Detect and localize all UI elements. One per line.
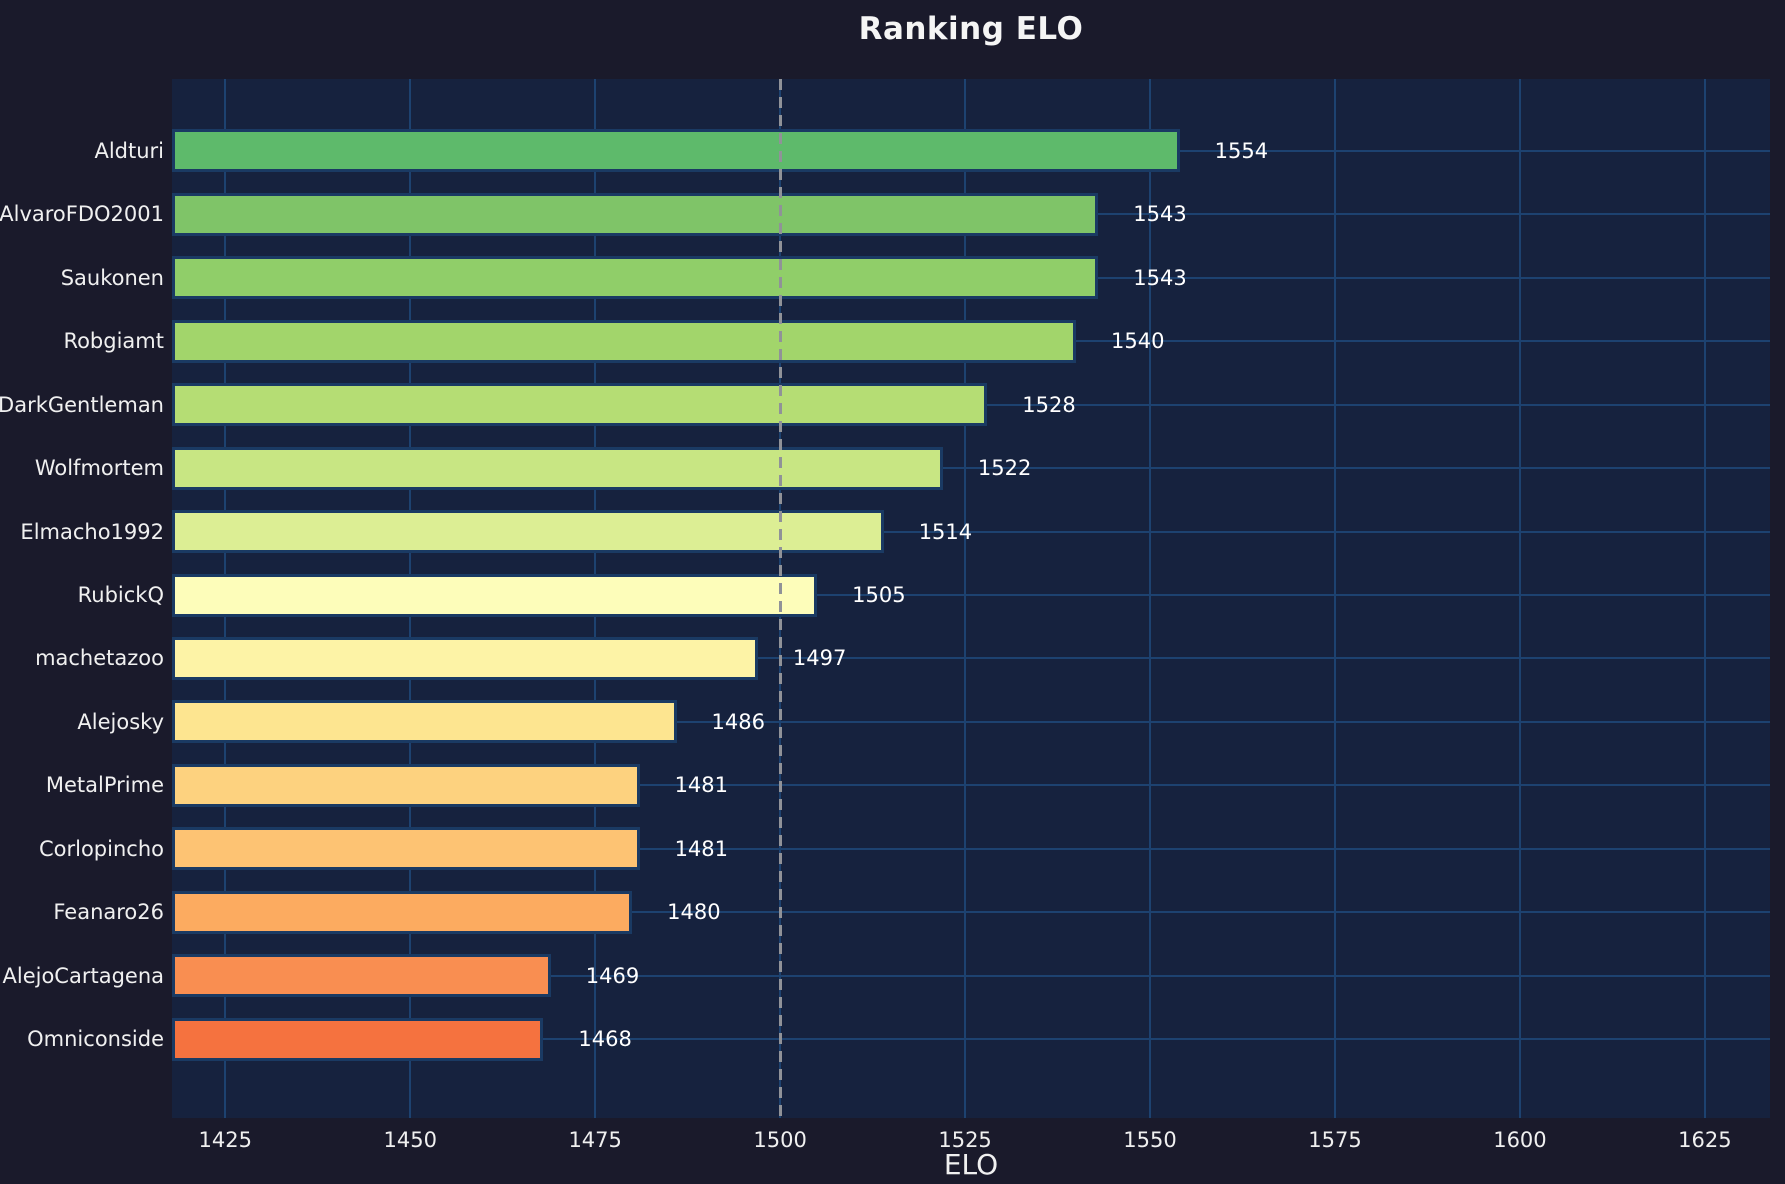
category-label: Feanaro26 (53, 900, 164, 925)
category-label: Corlopincho (38, 836, 164, 861)
category-label: DarkGentleman (0, 392, 164, 417)
plot-area: Aldturi 1554 AlvaroFDO2001 1543 Saukonen 1543… (0, 79, 1770, 1118)
bar (172, 890, 633, 934)
bar (172, 636, 758, 680)
bar (172, 1017, 544, 1061)
value-label: 1528 (1022, 392, 1076, 417)
bar-row: AlejoCartagena 1469 (3, 944, 1770, 1007)
category-label: Omniconside (27, 1027, 164, 1052)
value-label: 1497 (792, 646, 847, 671)
category-label: machetazoo (35, 646, 164, 671)
value-label: 1543 (1133, 265, 1187, 290)
gridline-x-1550 (1149, 79, 1152, 1118)
bar (172, 700, 677, 744)
gridline-y (172, 657, 1770, 660)
category-label: MetalPrime (45, 773, 164, 798)
value-label: 1486 (711, 709, 765, 734)
bar-row: Elmacho1992 1514 (20, 500, 1770, 563)
gridline-x-1525 (964, 79, 967, 1118)
gridline-x-1575 (1333, 79, 1336, 1118)
value-label: 1468 (578, 1027, 632, 1052)
gridline-y (172, 847, 1770, 850)
x-tick-label: 1500 (753, 1128, 807, 1152)
category-label: Saukonen (60, 265, 164, 290)
value-label: 1469 (585, 963, 640, 988)
gridline-y (172, 784, 1770, 787)
x-tick-label: 1425 (198, 1128, 252, 1152)
x-axis-label: ELO (943, 1148, 999, 1181)
bar (172, 954, 551, 998)
category-label: Wolfmortem (34, 456, 164, 481)
bar-row: AlvaroFDO2001 1543 (0, 182, 1770, 245)
gridline-y (172, 911, 1770, 914)
x-tick-label: 1550 (1123, 1128, 1177, 1152)
value-label: 1480 (667, 900, 721, 925)
category-label: AlvaroFDO2001 (0, 202, 164, 227)
bar-row: Alejosky 1486 (77, 690, 1770, 753)
bar-row: Saukonen 1543 (61, 246, 1770, 309)
gridline-y (172, 974, 1770, 977)
bar-row: DarkGentleman 1528 (0, 373, 1770, 436)
x-tick-label: 1575 (1308, 1128, 1362, 1152)
bar-row: machetazoo 1497 (35, 627, 1770, 690)
bar (172, 573, 818, 617)
gridline-y (172, 467, 1770, 470)
x-tick-label: 1450 (383, 1128, 437, 1152)
bar-rows: Aldturi 1554 AlvaroFDO2001 1543 Saukonen 1543… (0, 79, 1770, 1118)
category-label: Aldturi (94, 138, 164, 163)
value-label: 1540 (1111, 329, 1165, 354)
category-label: Alejosky (77, 709, 164, 734)
gridline-y (172, 594, 1770, 597)
bar (172, 446, 943, 490)
x-tick-label: 1475 (568, 1128, 622, 1152)
bar (172, 763, 640, 807)
bar (172, 129, 1180, 173)
value-label: 1514 (918, 519, 973, 544)
bar (172, 319, 1077, 363)
reference-line-1500 (779, 79, 783, 1118)
gridline-x-1625 (1703, 79, 1706, 1118)
x-tick-label: 1625 (1678, 1128, 1732, 1152)
category-label: AlejoCartagena (2, 963, 165, 988)
value-label: 1554 (1214, 138, 1269, 163)
bar-row: RubickQ 1505 (78, 563, 1770, 626)
value-label: 1481 (674, 773, 729, 798)
x-tick-label: 1525 (938, 1128, 992, 1152)
value-label: 1505 (852, 583, 906, 608)
category-label: RubickQ (77, 583, 164, 608)
gridline-y (172, 720, 1770, 723)
category-label: Robgiamt (63, 329, 164, 354)
value-label: 1522 (977, 456, 1032, 481)
x-axis-tick-labels: 1425 1450 1475 1500 1525 1550 1575 1600 1625 (172, 1128, 1770, 1154)
bar-row: MetalPrime 1481 (46, 754, 1770, 817)
bar-row: Omniconside 1468 (27, 1008, 1770, 1071)
bar-row: Aldturi 1554 (94, 119, 1770, 182)
bar-row: Corlopincho 1481 (39, 817, 1770, 880)
chart-title: Ranking ELO (858, 11, 1084, 47)
category-label: Elmacho1992 (20, 519, 164, 544)
gridline-x-1600 (1518, 79, 1521, 1118)
bar (172, 256, 1099, 300)
bar (172, 827, 640, 871)
gridline-y (172, 530, 1770, 533)
gridline-y (172, 1038, 1770, 1041)
value-label: 1481 (674, 836, 729, 861)
value-label: 1543 (1133, 202, 1187, 227)
bar-row: Robgiamt 1540 (63, 309, 1770, 372)
x-tick-label: 1600 (1493, 1128, 1547, 1152)
bar-row: Wolfmortem 1522 (35, 436, 1770, 499)
bar-row: Feanaro26 1480 (53, 881, 1770, 944)
bar (172, 510, 884, 554)
bar (172, 383, 988, 427)
bar (172, 192, 1099, 236)
